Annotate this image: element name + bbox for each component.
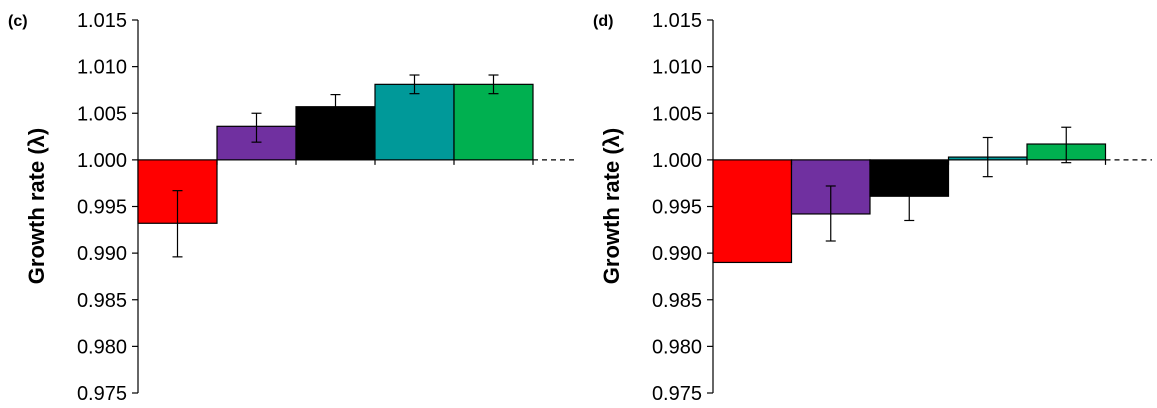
error-bar	[251, 112, 262, 143]
y-tick-label: 1.010	[77, 57, 127, 79]
y-tick-label: 0.990	[77, 243, 127, 265]
error-bar	[904, 181, 915, 222]
y-tick-label: 1.015	[652, 10, 702, 32]
y-tick-label: 0.975	[77, 383, 127, 405]
error-bar	[330, 93, 341, 118]
error-bar	[982, 136, 993, 178]
y-tick-label: 1.000	[77, 150, 127, 172]
y-tick-label: 1.005	[652, 103, 702, 125]
y-axis-title: Growth rate (λ)	[24, 128, 49, 284]
y-tick-label: 1.010	[652, 57, 702, 79]
y-tick-label: 0.995	[77, 197, 127, 219]
y-tick-label: 1.005	[77, 103, 127, 125]
error-bar	[1061, 126, 1072, 164]
error-bar	[172, 190, 183, 258]
chart-panel-d: (d) Growth rate (λ) 0.975 0.980 0.985 0.990 0.…	[593, 10, 1152, 405]
y-axis-title: Growth rate (λ)	[599, 128, 624, 284]
y-tick-label: 0.975	[652, 383, 702, 405]
error-bar	[409, 74, 420, 95]
panel-label: (c)	[8, 13, 28, 30]
bar	[374, 83, 455, 161]
error-bar	[825, 185, 836, 242]
bar	[453, 83, 534, 161]
y-tick-label: 0.980	[652, 336, 702, 358]
y-tick-label: 0.990	[652, 243, 702, 265]
y-tick-label: 1.015	[77, 10, 127, 32]
y-tick-label: 0.985	[652, 290, 702, 312]
y-tick-label: 1.000	[652, 150, 702, 172]
bar	[295, 106, 376, 161]
chart-panel-c: (c) Growth rate (λ) 0.975 0.980 0.985 0.990 0.…	[8, 10, 576, 405]
panel-label: (d)	[593, 13, 613, 30]
y-tick-label: 0.980	[77, 336, 127, 358]
y-tick-label: 0.995	[652, 197, 702, 219]
bar	[712, 159, 793, 264]
y-tick-label: 0.985	[77, 290, 127, 312]
error-bar	[488, 74, 499, 95]
